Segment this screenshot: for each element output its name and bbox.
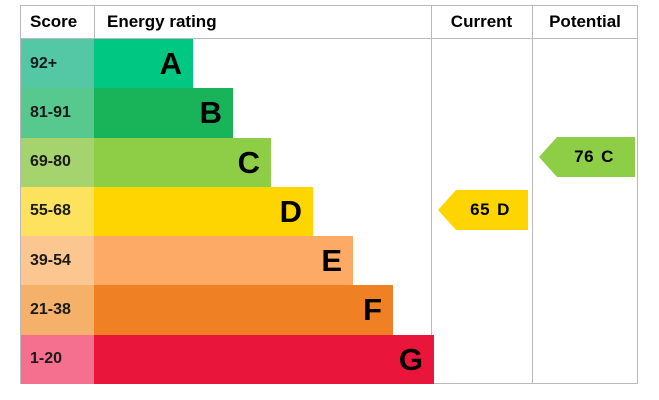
score-range-cell: 39-54: [21, 236, 94, 286]
rating-band-row: 81-91 B: [21, 88, 431, 138]
potential-rating-value: 76: [574, 147, 595, 166]
score-range-cell: 1-20: [21, 334, 94, 384]
rating-band-row: 21-38 F: [21, 285, 431, 335]
score-range-cell: 92+: [21, 39, 94, 89]
header-energy-rating: Energy rating: [94, 6, 431, 38]
rating-band-row: 1-20 G: [21, 334, 434, 384]
epc-rating-chart: Score Energy rating Current Potential 92…: [20, 5, 638, 384]
potential-rating-band: C: [601, 147, 614, 166]
rating-band-row: 69-80 C: [21, 137, 431, 187]
score-range-cell: 21-38: [21, 285, 94, 335]
rating-bar-f: F: [94, 285, 393, 335]
table-header-row: Score Energy rating Current Potential: [21, 6, 637, 39]
rating-bar-a: A: [94, 39, 193, 89]
column-divider-potential: [532, 39, 533, 383]
rating-bar-e: E: [94, 236, 353, 286]
score-range-cell: 81-91: [21, 88, 94, 138]
rating-bar-d: D: [94, 186, 313, 237]
current-rating-value: 65: [470, 200, 491, 219]
rating-band-list: 92+ A 81-91 B 69-80 C 55-68 D 39-54 E 21-38 F 1-20 G: [21, 39, 434, 384]
score-range-cell: 55-68: [21, 186, 94, 237]
header-potential: Potential: [532, 6, 637, 38]
rating-band-row: 92+ A: [21, 39, 431, 89]
rating-bar-g: G: [94, 334, 434, 384]
header-current: Current: [431, 6, 531, 38]
column-divider-current: [431, 39, 432, 383]
current-rating-band: D: [497, 200, 510, 219]
header-score: Score: [30, 12, 78, 31]
potential-rating-indicator: 76 C: [539, 137, 635, 177]
rating-band-row: 39-54 E: [21, 236, 431, 286]
rating-bar-c: C: [94, 137, 271, 187]
rating-band-row: 55-68 D: [21, 186, 431, 237]
rating-bar-b: B: [94, 88, 233, 138]
current-rating-indicator: 65 D: [438, 190, 528, 230]
score-range-cell: 69-80: [21, 137, 94, 187]
